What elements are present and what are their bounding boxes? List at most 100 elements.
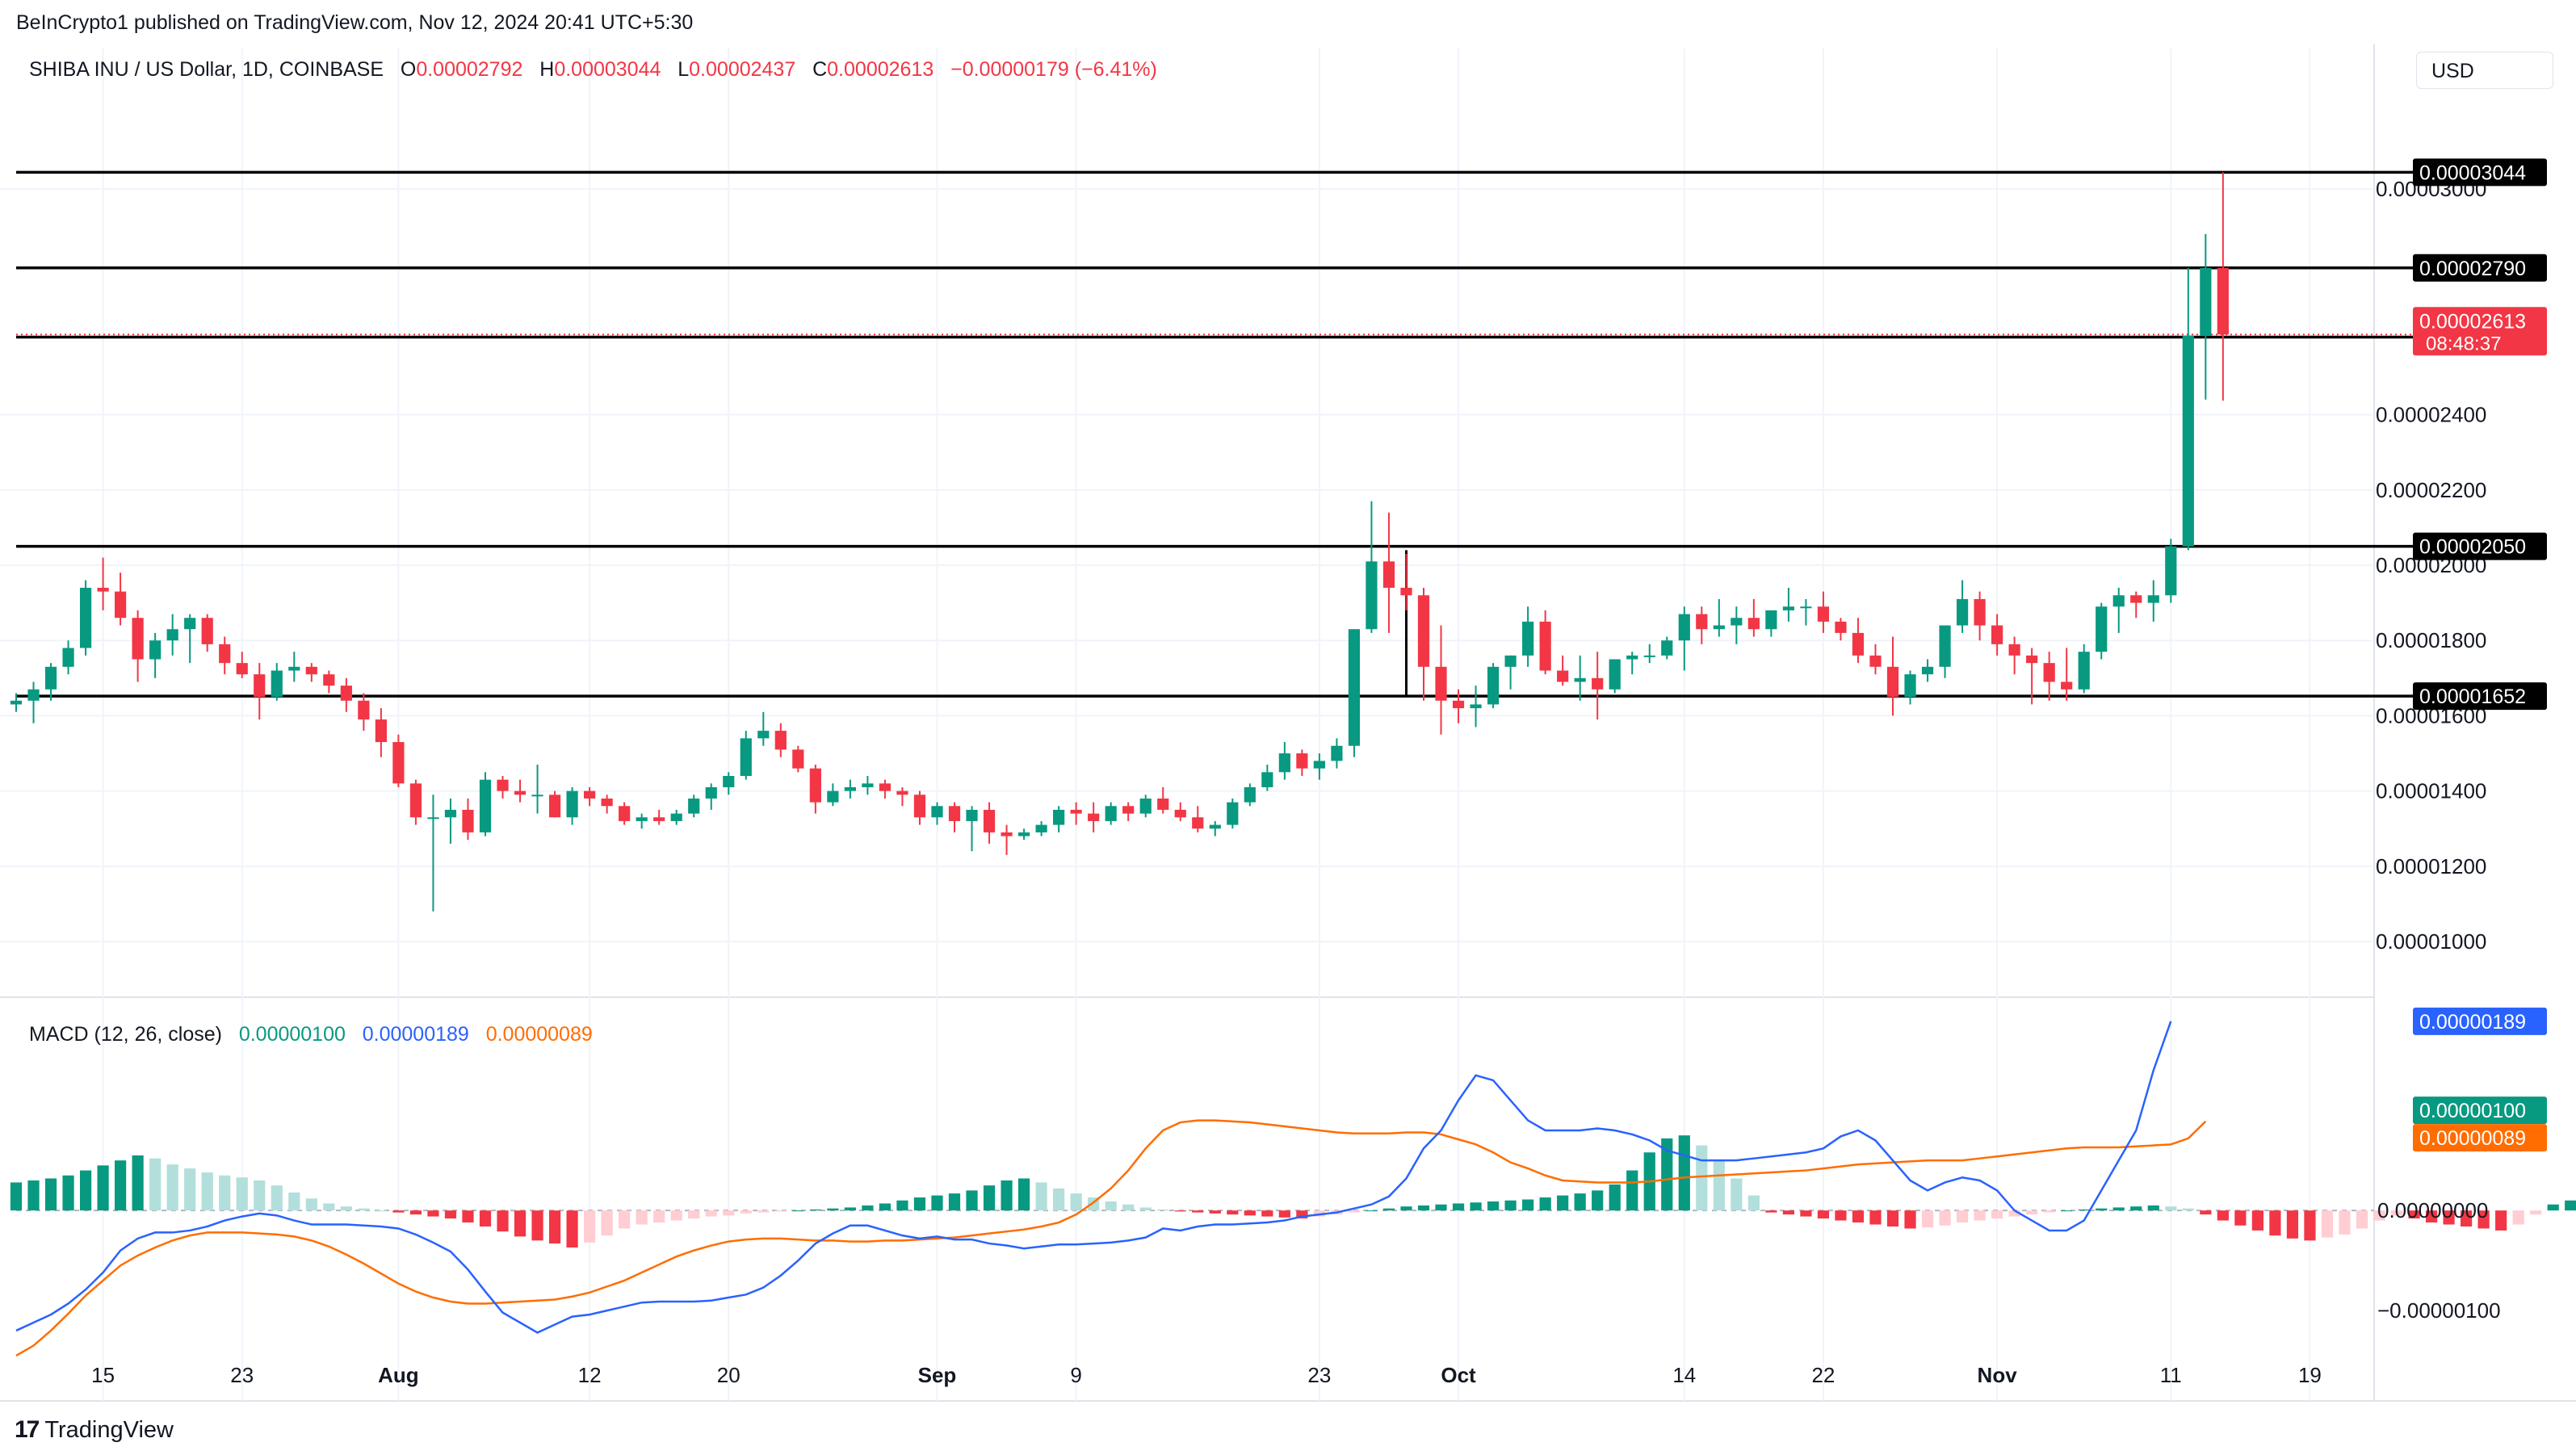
macd-histogram-bar — [2530, 1210, 2542, 1215]
macd-pane — [10, 1021, 2576, 1357]
macd-histogram-bar — [931, 1195, 943, 1211]
currency-button[interactable]: USD — [2416, 52, 2553, 89]
candle-body — [1487, 666, 1500, 705]
macd-value-box — [2413, 1007, 2547, 1035]
time-axis[interactable]: 15 23 Aug 12 20 Sep 9 23 Oct 14 22 Nov 11 19 — [91, 1363, 2322, 1387]
macd-histogram-bar — [1278, 1210, 1290, 1218]
level-label: 0.00001652 — [2419, 686, 2526, 708]
candle-body — [1852, 632, 1865, 656]
time-tick-label: 14 — [1672, 1363, 1696, 1387]
candle-body — [1713, 625, 1725, 630]
macd-histogram-bar — [879, 1203, 892, 1211]
candle-body — [1105, 806, 1117, 821]
macd-histogram-bar — [409, 1210, 422, 1215]
candle-body — [514, 790, 527, 795]
signal-value-label: 0.00000089 — [2419, 1127, 2526, 1150]
candle-body — [983, 809, 996, 832]
macd-histogram-bar — [2200, 1210, 2212, 1215]
macd-histogram-bar — [1782, 1210, 1794, 1215]
candle-body — [896, 790, 908, 795]
macd-histogram-bar — [2026, 1210, 2038, 1215]
price-tick-label: 0.00001400 — [2376, 779, 2486, 803]
candle-body — [1313, 761, 1325, 769]
candle-body — [132, 618, 144, 660]
macd-histogram-bar — [1921, 1210, 1934, 1228]
candle-body — [774, 731, 787, 750]
candle-body — [219, 644, 231, 664]
symbol-legend[interactable]: SHIBA INU / US Dollar, 1D, COINBASE O0.0… — [29, 58, 1157, 82]
candle-body — [601, 798, 613, 807]
candle-body — [1366, 561, 1378, 630]
macd-histogram-bar — [688, 1210, 700, 1219]
candle-body — [862, 783, 874, 787]
candle-body — [1921, 666, 1934, 675]
candle-body — [166, 629, 178, 641]
candle-body — [548, 795, 561, 818]
candle-body — [2217, 267, 2229, 335]
price-axis[interactable]: 0.000010000.000012000.000014000.00001600… — [2376, 158, 2547, 954]
macd-histogram-bar — [913, 1197, 926, 1211]
macd-histogram-bar — [1991, 1210, 2003, 1219]
candle-body — [723, 775, 735, 787]
high-label: H — [539, 58, 555, 81]
macd-histogram-bar — [723, 1210, 735, 1216]
candle-body — [1835, 621, 1847, 633]
macd-histogram-bar — [323, 1203, 335, 1211]
candle-body — [1574, 677, 1586, 682]
candle-body — [10, 700, 23, 705]
macd-histogram-bar — [948, 1193, 961, 1211]
macd-histogram-bar — [1053, 1188, 1065, 1211]
macd-histogram-bar — [1417, 1205, 1430, 1211]
candle-body — [1157, 798, 1169, 810]
macd-title[interactable]: MACD (12, 26, close) — [29, 1023, 222, 1046]
macd-histogram-bar — [619, 1210, 631, 1229]
tradingview-logo-icon: 17 — [15, 1416, 40, 1443]
time-tick-label: 19 — [2298, 1363, 2322, 1387]
time-tick-label: 15 — [91, 1363, 115, 1387]
macd-histogram-bar — [1696, 1145, 1708, 1211]
macd-legend[interactable]: MACD (12, 26, close) 0.00000100 0.000001… — [29, 1023, 593, 1046]
macd-histogram-bar — [705, 1210, 717, 1217]
brand-name: TradingView — [44, 1416, 174, 1443]
candle-body — [913, 795, 926, 818]
macd-histogram-bar — [531, 1210, 543, 1241]
candle-body — [670, 813, 682, 821]
macd-histogram-bar — [670, 1210, 682, 1221]
macd-histogram-bar — [2339, 1210, 2351, 1235]
tradingview-brand[interactable]: 17 TradingView — [15, 1416, 174, 1444]
candle-body — [2008, 644, 2020, 656]
symbol-name[interactable]: SHIBA INU / US Dollar, 1D, COINBASE — [29, 58, 384, 81]
candle-body — [1035, 824, 1047, 832]
macd-histogram-bar — [1122, 1204, 1135, 1211]
macd-histogram-bar — [1209, 1210, 1221, 1214]
macd-value-label: 0.00000189 — [2419, 1011, 2526, 1034]
candle-body — [1696, 614, 1708, 630]
macd-histogram-bar — [44, 1178, 57, 1211]
candle-body — [236, 663, 248, 675]
macd-axis[interactable]: 0.00000000 −0.00000100 0.00000189 0.0000010… — [2377, 1007, 2547, 1323]
macd-histogram-bar — [2008, 1210, 2020, 1217]
candle-body — [1522, 621, 1534, 656]
time-tick-label: 23 — [230, 1363, 254, 1387]
candle-body — [479, 779, 492, 832]
macd-histogram-bar — [392, 1210, 405, 1213]
candle-body — [1470, 704, 1482, 709]
macd-histogram-bar — [1869, 1210, 1882, 1225]
macd-histogram-bar — [444, 1210, 457, 1219]
candle-body — [688, 798, 700, 814]
macd-histogram-bar — [1366, 1210, 1378, 1212]
open-label: O — [400, 58, 417, 81]
candle-body — [497, 779, 509, 791]
grid-lines — [0, 44, 2576, 1402]
candle-body — [409, 783, 422, 818]
macd-histogram-bar — [1192, 1210, 1204, 1213]
candle-body — [966, 809, 978, 821]
signal-line — [15, 1119, 2207, 1357]
macd-histogram-bar — [1227, 1210, 1239, 1215]
candle-body — [2096, 606, 2108, 652]
candle-body — [375, 719, 387, 743]
macd-histogram-bar — [358, 1208, 370, 1211]
open-value: 0.00002792 — [416, 58, 523, 81]
level-label-box — [2413, 254, 2547, 282]
macd-histogram-bar — [2373, 1210, 2385, 1221]
